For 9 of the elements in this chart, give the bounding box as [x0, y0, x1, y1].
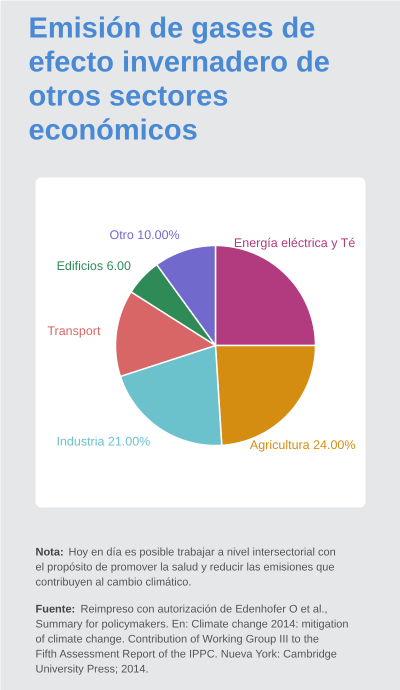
- slice-label: Energía eléctrica y Té: [234, 236, 356, 250]
- source-note: Fuente: Reimpreso con autorización de Edenhofer O et al., Summary for policymakers. En: Climate change 2014: mitigation of climate change. Contribution of Working Group III to the Fifth Assessment Report of the IPPC. Nueva York: Cambridge University Press; 2014.: [36, 604, 349, 676]
- slice-label: Otro 10.00%: [109, 228, 180, 242]
- slice-label: Industria 21.00%: [56, 434, 150, 448]
- slice-label: Agricultura 24.00%: [250, 438, 356, 452]
- chart-title: Emisión de gases de efecto invernadero de otros sectores económicos: [28, 12, 330, 146]
- slice-label: Edificios 6.00: [56, 259, 131, 274]
- text: Nota: Hoy en día es posible trabajar a nivel intersectorial con el propósito de promover la salud y reducir las emisiones que contribuyen al cambio climático.: [36, 546, 336, 588]
- slice-label: Transport: [47, 324, 101, 338]
